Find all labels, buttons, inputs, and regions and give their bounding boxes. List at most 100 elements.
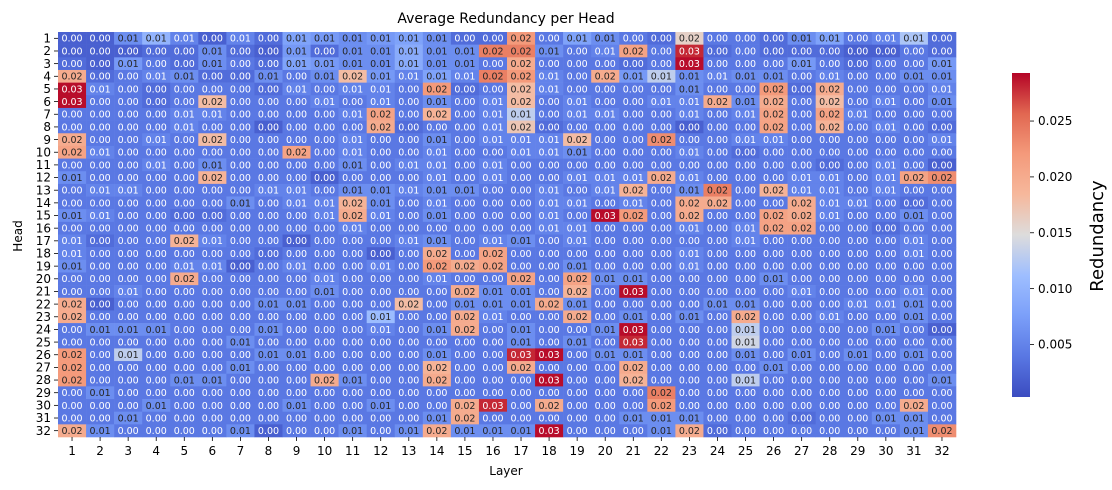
heatmap-cell-value: 0.00 bbox=[314, 46, 335, 57]
heatmap-cell-value: 0.01 bbox=[202, 236, 223, 247]
heatmap-cell bbox=[282, 272, 311, 286]
heatmap-cell-value: 0.00 bbox=[847, 274, 868, 285]
heatmap-cell-value: 0.02 bbox=[61, 350, 82, 361]
heatmap-cell-value: 0.00 bbox=[314, 300, 335, 311]
heatmap-cell-value: 0.01 bbox=[931, 135, 952, 146]
heatmap-cell-value: 0.00 bbox=[875, 426, 896, 437]
heatmap-cell-value: 0.00 bbox=[174, 287, 195, 298]
heatmap-cell-value: 0.00 bbox=[651, 350, 672, 361]
heatmap-cell-value: 0.00 bbox=[370, 350, 391, 361]
heatmap-cell-value: 0.00 bbox=[230, 110, 251, 121]
heatmap-cell-value: 0.00 bbox=[454, 363, 475, 374]
heatmap-cell-value: 0.00 bbox=[118, 401, 139, 412]
heatmap-cell-value: 0.00 bbox=[258, 211, 279, 222]
heatmap-cell-value: 0.03 bbox=[595, 211, 616, 222]
heatmap-cell bbox=[58, 221, 87, 235]
heatmap-cell-value: 0.00 bbox=[510, 211, 531, 222]
heatmap-cell-value: 0.02 bbox=[426, 84, 447, 95]
heatmap-cell bbox=[226, 44, 255, 58]
heatmap-cell bbox=[731, 44, 760, 58]
heatmap-cell bbox=[338, 196, 367, 210]
heatmap-cell-value: 0.00 bbox=[819, 401, 840, 412]
heatmap-cell-value: 0.00 bbox=[286, 122, 307, 133]
heatmap-cell-value: 0.00 bbox=[230, 224, 251, 235]
heatmap-cell-value: 0.00 bbox=[623, 135, 644, 146]
heatmap-cell bbox=[871, 259, 901, 273]
heatmap-cell-value: 0.02 bbox=[707, 97, 728, 108]
heatmap-cell-value: 0.01 bbox=[370, 211, 391, 222]
heatmap-cell-value: 0.00 bbox=[819, 135, 840, 146]
heatmap-cell-value: 0.00 bbox=[146, 84, 167, 95]
heatmap-cell bbox=[535, 69, 564, 83]
heatmap-cell-value: 0.02 bbox=[398, 300, 419, 311]
heatmap-cell-value: 0.00 bbox=[370, 426, 391, 437]
heatmap-cell-value: 0.01 bbox=[931, 375, 952, 386]
heatmap-cell-value: 0.02 bbox=[314, 375, 335, 386]
heatmap-cell-value: 0.00 bbox=[510, 413, 531, 424]
heatmap-cell bbox=[675, 107, 704, 121]
heatmap-cell-value: 0.00 bbox=[146, 198, 167, 209]
heatmap-cell bbox=[310, 82, 339, 96]
heatmap-cell-value: 0.00 bbox=[567, 84, 588, 95]
heatmap-cell-value: 0.01 bbox=[539, 84, 560, 95]
heatmap-cell bbox=[591, 247, 620, 261]
heatmap-cell bbox=[142, 57, 171, 71]
heatmap-cell-value: 0.01 bbox=[370, 84, 391, 95]
heatmap-cell bbox=[226, 209, 255, 223]
heatmap-cell bbox=[338, 145, 367, 159]
heatmap-cell-value: 0.01 bbox=[426, 173, 447, 184]
heatmap-cell bbox=[535, 234, 564, 248]
heatmap-cell bbox=[198, 297, 227, 311]
heatmap-cell-value: 0.00 bbox=[174, 186, 195, 197]
heatmap-cell bbox=[563, 183, 592, 197]
heatmap-cell-value: 0.00 bbox=[398, 148, 419, 159]
heatmap-cell-value: 0.01 bbox=[146, 34, 167, 45]
heatmap-cell-value: 0.00 bbox=[510, 375, 531, 386]
heatmap-cell bbox=[310, 234, 339, 248]
heatmap-cell-value: 0.00 bbox=[847, 148, 868, 159]
heatmap-cell bbox=[170, 158, 199, 172]
heatmap-cell-value: 0.00 bbox=[370, 274, 391, 285]
heatmap-cell bbox=[899, 95, 929, 109]
heatmap-cell-value: 0.00 bbox=[230, 173, 251, 184]
heatmap-cell bbox=[394, 133, 424, 147]
heatmap-cell-value: 0.00 bbox=[875, 59, 896, 70]
heatmap-cell-value: 0.00 bbox=[90, 34, 111, 45]
heatmap-cell-value: 0.00 bbox=[118, 160, 139, 171]
heatmap-cell-value: 0.01 bbox=[482, 312, 503, 323]
heatmap-cell bbox=[703, 209, 732, 223]
heatmap-cell bbox=[366, 133, 396, 147]
heatmap-cell-value: 0.00 bbox=[903, 160, 924, 171]
heatmap-cell-value: 0.02 bbox=[174, 274, 195, 285]
heatmap-cell-value: 0.01 bbox=[426, 160, 447, 171]
heatmap-cell-value: 0.02 bbox=[819, 122, 840, 133]
heatmap-cell-value: 0.00 bbox=[90, 122, 111, 133]
heatmap-cell-value: 0.01 bbox=[510, 148, 531, 159]
heatmap-cell bbox=[226, 57, 255, 71]
heatmap-cell bbox=[310, 69, 339, 83]
heatmap-cell-value: 0.01 bbox=[567, 198, 588, 209]
heatmap-cell-value: 0.00 bbox=[146, 337, 167, 348]
heatmap-cell-value: 0.00 bbox=[258, 375, 279, 386]
heatmap-cell-value: 0.00 bbox=[707, 46, 728, 57]
heatmap-cell bbox=[394, 209, 424, 223]
heatmap-cell-value: 0.01 bbox=[679, 110, 700, 121]
heatmap-cell-value: 0.00 bbox=[174, 300, 195, 311]
heatmap-cell-value: 0.00 bbox=[763, 325, 784, 336]
heatmap-cell-value: 0.00 bbox=[398, 110, 419, 121]
heatmap-cell bbox=[815, 171, 845, 185]
heatmap-cell-value: 0.00 bbox=[903, 110, 924, 121]
heatmap-cell bbox=[366, 209, 396, 223]
heatmap-cell-value: 0.01 bbox=[90, 325, 111, 336]
x-tick-label: 6 bbox=[209, 444, 217, 458]
heatmap-cell-value: 0.00 bbox=[398, 363, 419, 374]
heatmap-cell-value: 0.00 bbox=[454, 375, 475, 386]
heatmap-cell bbox=[731, 120, 760, 134]
heatmap-cell-value: 0.00 bbox=[61, 274, 82, 285]
heatmap-cell-value: 0.00 bbox=[398, 97, 419, 108]
heatmap-cell-value: 0.00 bbox=[595, 59, 616, 70]
heatmap-cell-value: 0.00 bbox=[258, 198, 279, 209]
heatmap-cell-value: 0.00 bbox=[174, 224, 195, 235]
heatmap-cell bbox=[450, 221, 480, 235]
